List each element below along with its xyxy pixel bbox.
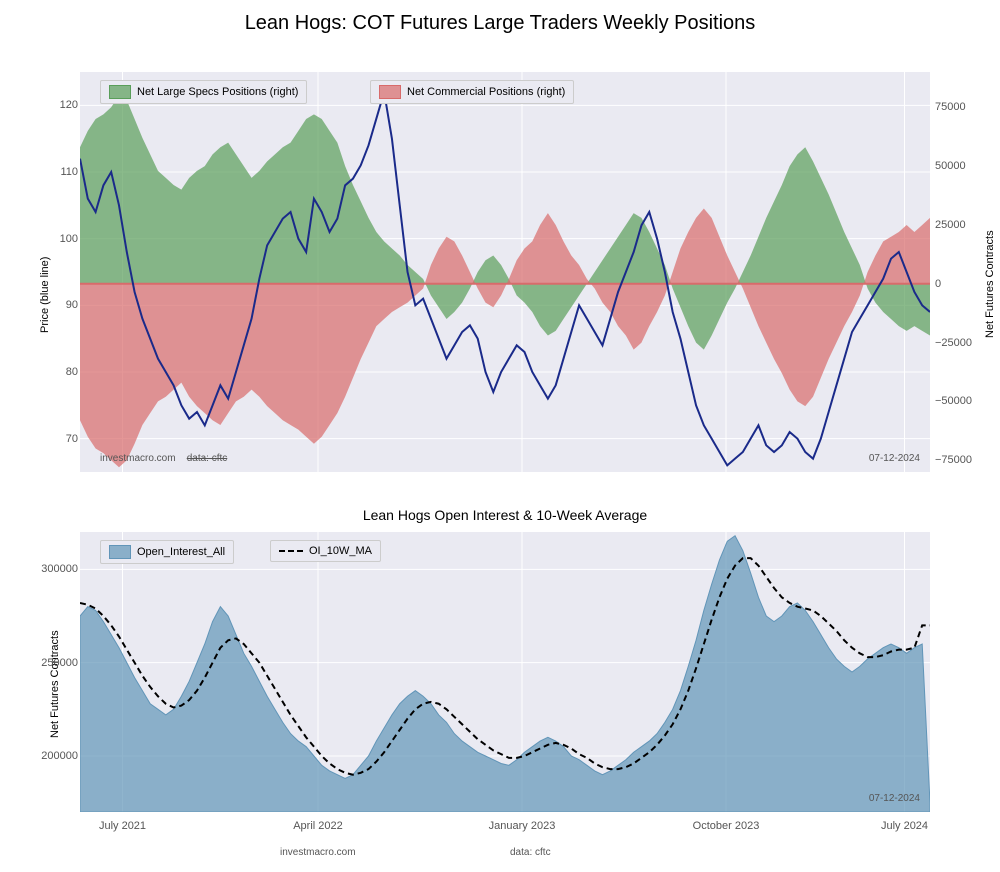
bottom-chart-title: Lean Hogs Open Interest & 10-Week Averag… xyxy=(80,507,930,523)
top-attribution: investmacro.com data: cftc xyxy=(100,453,227,464)
top-chart-svg xyxy=(80,72,930,472)
attribution-text: investmacro.com xyxy=(100,453,176,464)
x-axis-tick: October 2023 xyxy=(686,820,766,832)
legend-label-commercial: Net Commercial Positions (right) xyxy=(407,86,565,98)
legend-label-specs: Net Large Specs Positions (right) xyxy=(137,86,298,98)
top-left-tick: 120 xyxy=(48,99,78,111)
legend-specs: Net Large Specs Positions (right) xyxy=(100,80,307,104)
legend-label-oi: Open_Interest_All xyxy=(137,546,225,558)
top-left-tick: 80 xyxy=(48,366,78,378)
top-right-tick: −75000 xyxy=(935,454,972,466)
attribution-sub-text: data: cftc xyxy=(187,453,228,464)
legend-commercial: Net Commercial Positions (right) xyxy=(370,80,574,104)
x-axis-tick: January 2023 xyxy=(482,820,562,832)
bottom-left-tick: 200000 xyxy=(28,750,78,762)
bottom-left-tick: 250000 xyxy=(28,657,78,669)
top-right-tick: 25000 xyxy=(935,219,966,231)
legend-swatch-ma xyxy=(279,550,303,552)
top-left-tick: 110 xyxy=(48,166,78,178)
legend-swatch-commercial xyxy=(379,85,401,99)
legend-swatch-oi xyxy=(109,545,131,559)
x-axis-tick: July 2024 xyxy=(865,820,945,832)
legend-ma: OI_10W_MA xyxy=(270,540,381,562)
top-left-tick: 90 xyxy=(48,299,78,311)
legend-oi: Open_Interest_All xyxy=(100,540,234,564)
footer-attribution-sub: data: cftc xyxy=(510,847,551,858)
legend-swatch-specs xyxy=(109,85,131,99)
top-right-tick: −25000 xyxy=(935,337,972,349)
top-right-axis-label: Net Futures Contracts xyxy=(984,198,996,338)
bottom-chart-panel: Open_Interest_All OI_10W_MA 07-12-2024 xyxy=(80,532,930,812)
top-left-tick: 100 xyxy=(48,233,78,245)
footer-attribution: investmacro.com xyxy=(280,847,356,858)
top-left-tick: 70 xyxy=(48,433,78,445)
bottom-left-tick: 300000 xyxy=(28,563,78,575)
legend-label-ma: OI_10W_MA xyxy=(309,545,372,557)
top-right-tick: −50000 xyxy=(935,395,972,407)
top-right-tick: 0 xyxy=(935,278,941,290)
main-title: Lean Hogs: COT Futures Large Traders Wee… xyxy=(0,12,1000,35)
x-axis-tick: April 2022 xyxy=(278,820,358,832)
x-axis-tick: July 2021 xyxy=(83,820,163,832)
top-right-tick: 75000 xyxy=(935,101,966,113)
top-left-axis-label: Price (blue line) xyxy=(39,213,51,333)
bottom-date: 07-12-2024 xyxy=(869,793,920,804)
chart-container: Lean Hogs: COT Futures Large Traders Wee… xyxy=(0,12,1000,872)
top-right-tick: 50000 xyxy=(935,160,966,172)
top-chart-panel: Net Large Specs Positions (right) Net Co… xyxy=(80,72,930,472)
bottom-chart-svg xyxy=(80,532,930,812)
top-date: 07-12-2024 xyxy=(869,453,920,464)
